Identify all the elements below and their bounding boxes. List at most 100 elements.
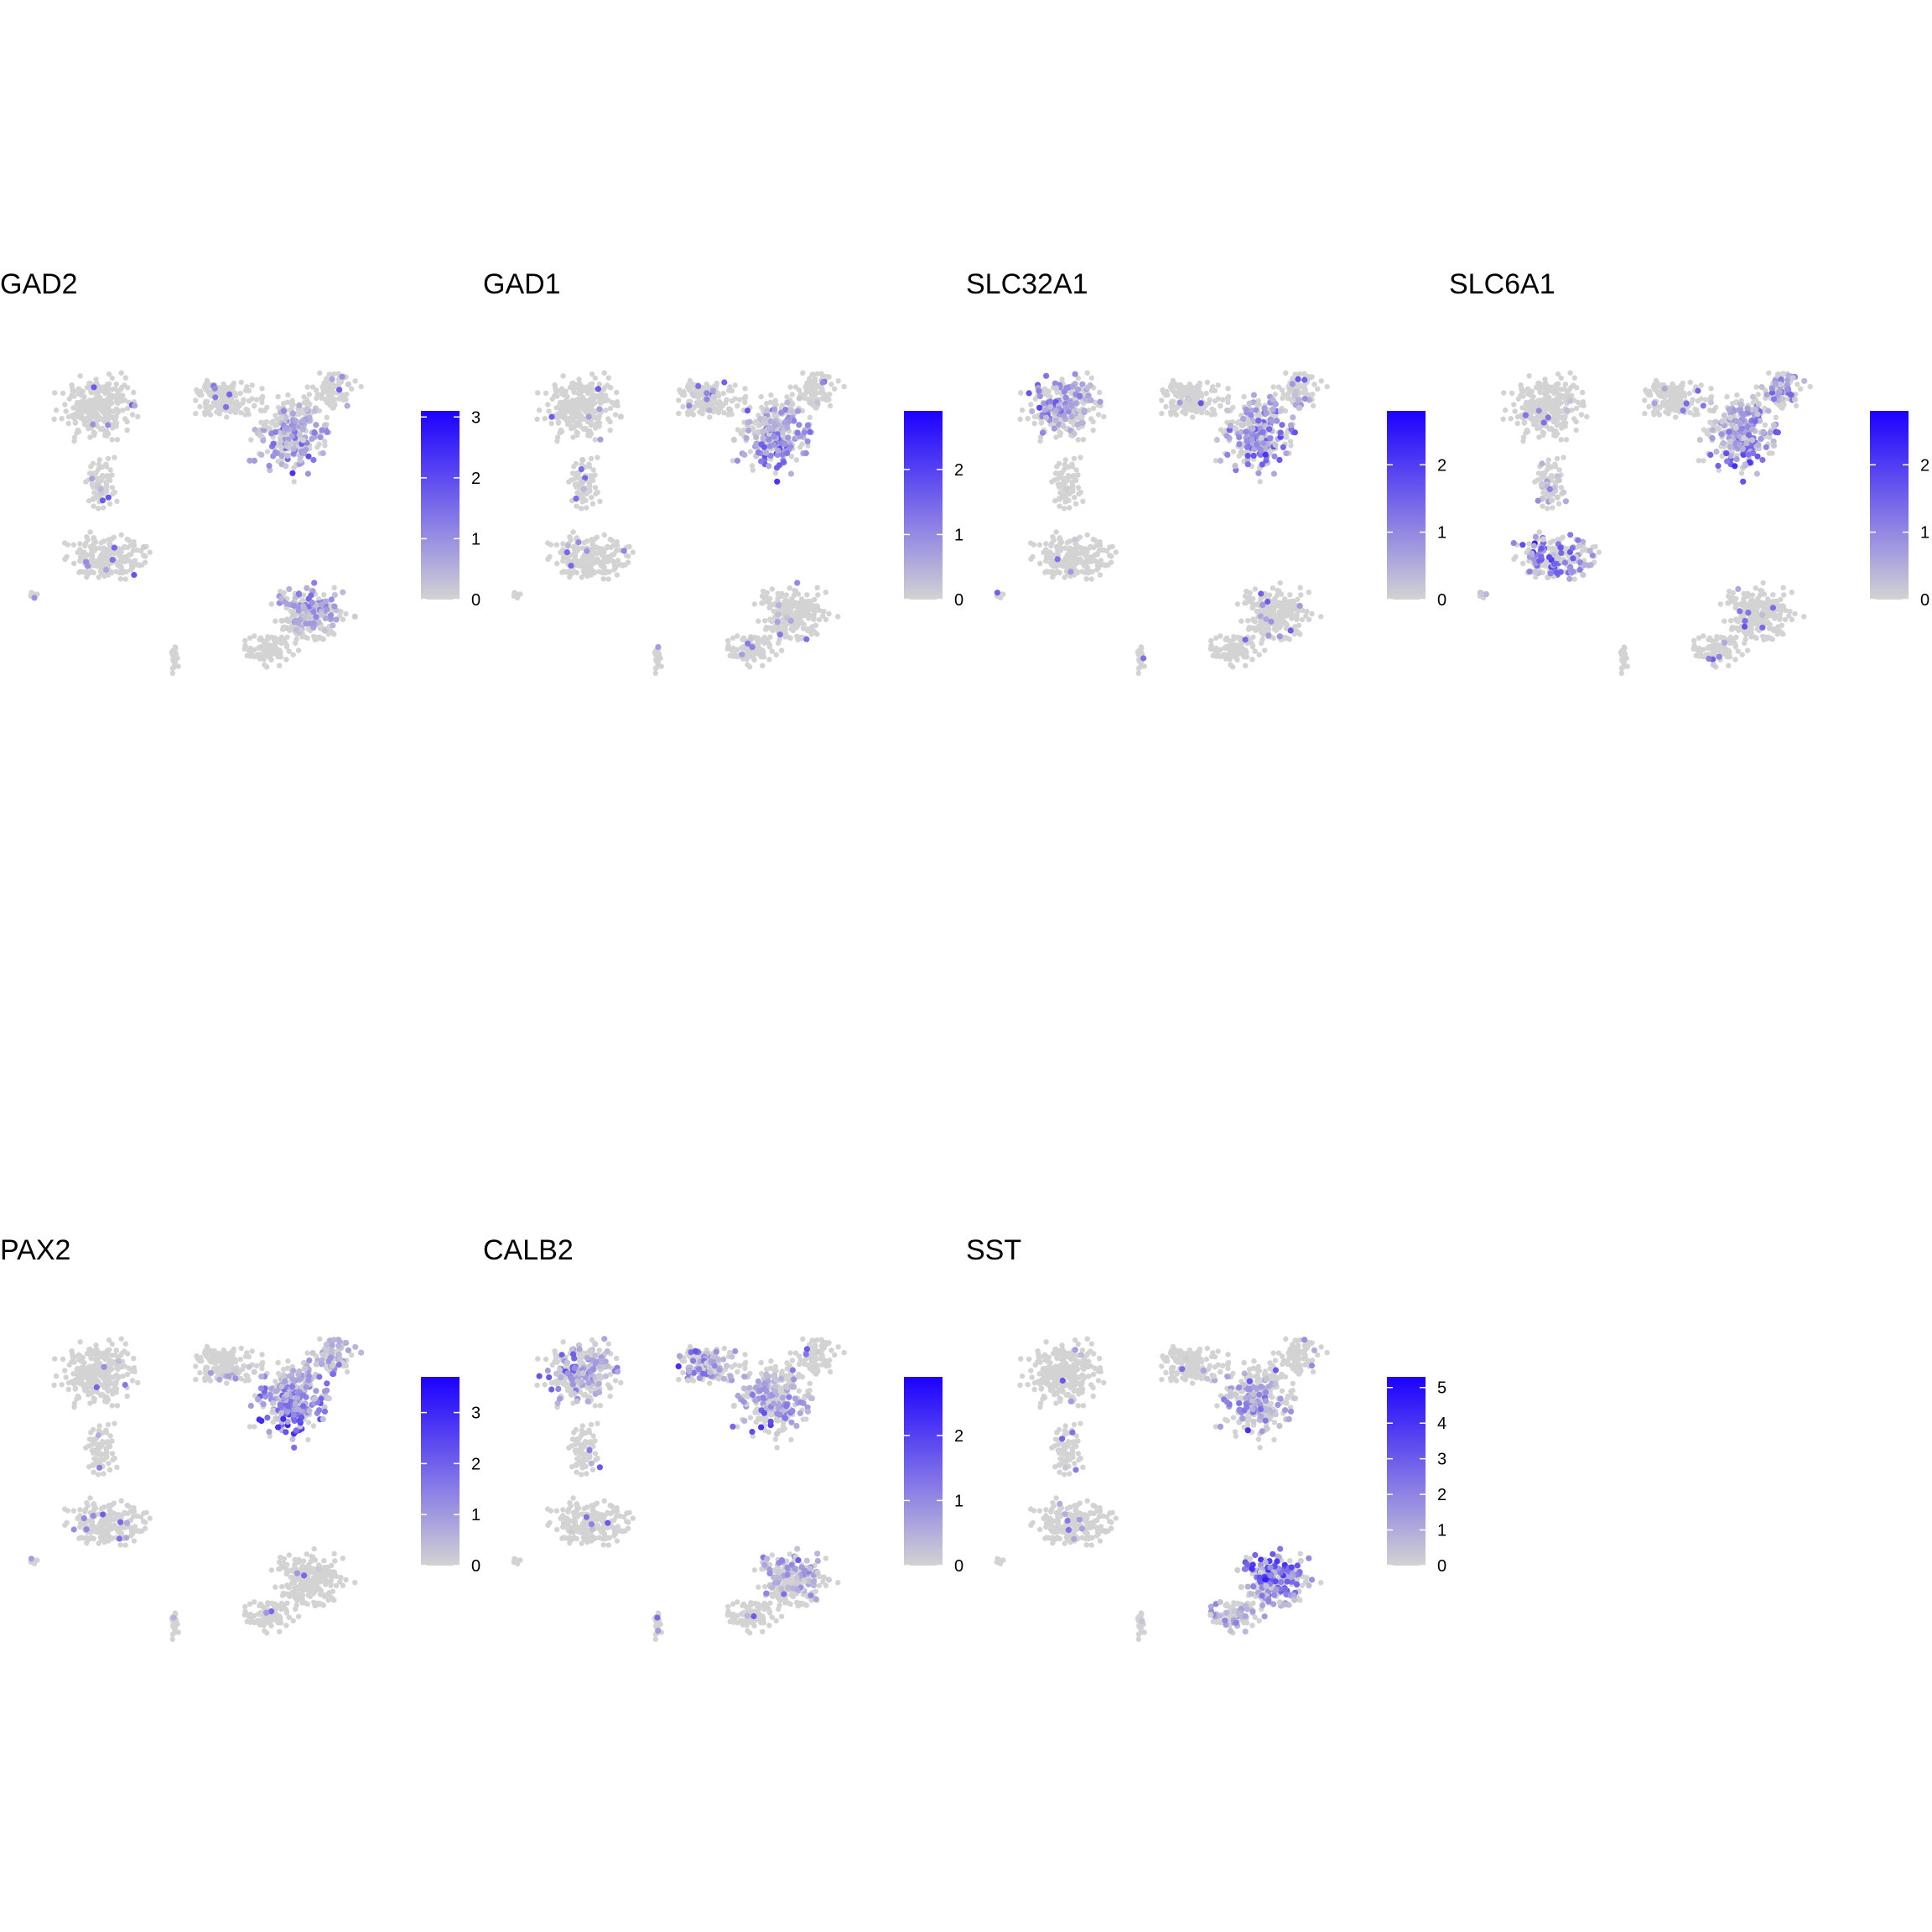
cell-point bbox=[328, 596, 335, 603]
cell-point bbox=[1079, 569, 1085, 574]
cell-point bbox=[1036, 387, 1042, 394]
cell-point bbox=[802, 449, 809, 457]
cell-point bbox=[1069, 550, 1076, 556]
cell-point bbox=[51, 416, 57, 422]
cell-point bbox=[115, 408, 122, 413]
cell-point bbox=[725, 412, 731, 418]
cell-point bbox=[122, 375, 128, 381]
cell-point bbox=[246, 387, 252, 394]
cell-point bbox=[1550, 389, 1556, 395]
cell-point bbox=[1529, 388, 1535, 394]
cell-point bbox=[1239, 618, 1244, 624]
cell-point bbox=[1057, 569, 1062, 576]
cell-point bbox=[278, 654, 284, 660]
color-bar-tick-label: 0 bbox=[471, 591, 480, 610]
cell-point bbox=[1525, 391, 1531, 397]
cell-point bbox=[1550, 505, 1555, 511]
cell-point bbox=[746, 418, 753, 425]
cell-point bbox=[1244, 419, 1251, 427]
cell-point bbox=[336, 379, 343, 386]
cell-point bbox=[785, 434, 792, 441]
cell-point bbox=[85, 537, 91, 543]
cell-point bbox=[1264, 598, 1271, 605]
cell-point bbox=[1213, 436, 1220, 444]
cell-point bbox=[344, 402, 351, 409]
cell-point bbox=[1053, 564, 1059, 569]
cell-point bbox=[324, 428, 330, 435]
cell-point bbox=[283, 424, 290, 431]
cell-point bbox=[792, 384, 799, 390]
cell-point bbox=[596, 406, 603, 413]
cell-point bbox=[96, 506, 101, 512]
cell-point bbox=[807, 414, 813, 420]
cell-point bbox=[1580, 389, 1586, 396]
cell-point bbox=[1057, 482, 1062, 488]
cell-point bbox=[715, 393, 722, 399]
cell-point bbox=[814, 371, 820, 377]
cell-point bbox=[832, 386, 838, 392]
cell-point bbox=[132, 562, 138, 568]
cell-point bbox=[656, 651, 662, 657]
cell-point bbox=[1263, 615, 1270, 622]
cell-point bbox=[1071, 455, 1078, 462]
cell-point bbox=[96, 557, 102, 563]
cell-point bbox=[1708, 386, 1714, 392]
cell-point bbox=[699, 411, 705, 417]
cell-point bbox=[796, 422, 802, 428]
cell-point bbox=[603, 392, 609, 398]
cell-point bbox=[1520, 438, 1526, 444]
cell-point bbox=[129, 412, 136, 418]
cell-point bbox=[1036, 542, 1042, 548]
cell-point bbox=[1088, 375, 1094, 381]
cell-point bbox=[109, 375, 115, 382]
color-bar bbox=[904, 411, 943, 600]
cell-point bbox=[835, 378, 841, 384]
cell-point bbox=[1552, 413, 1558, 420]
cell-point bbox=[90, 460, 96, 467]
cell-point bbox=[1284, 612, 1291, 619]
cell-point bbox=[1558, 437, 1564, 443]
cell-point bbox=[211, 385, 218, 392]
cell-point bbox=[1211, 407, 1217, 413]
cell-point bbox=[600, 576, 606, 582]
cell-point bbox=[707, 414, 713, 420]
cell-point bbox=[91, 384, 97, 391]
cell-point bbox=[1017, 416, 1023, 422]
cell-point bbox=[589, 540, 596, 547]
cell-point bbox=[804, 422, 811, 428]
panel-title: GAD1 bbox=[483, 268, 561, 300]
cell-point bbox=[1584, 413, 1590, 420]
cell-point bbox=[102, 561, 108, 567]
cell-point bbox=[1208, 412, 1214, 418]
cell-point bbox=[569, 381, 575, 387]
cell-point bbox=[324, 381, 330, 387]
cell-point bbox=[1187, 381, 1192, 387]
cell-point bbox=[691, 404, 698, 411]
cell-point bbox=[584, 505, 589, 511]
cell-point bbox=[766, 424, 773, 431]
cell-point bbox=[1547, 398, 1553, 404]
color-bar-tick-label: 0 bbox=[1437, 591, 1446, 610]
cell-point bbox=[724, 397, 730, 402]
cell-point bbox=[798, 636, 804, 641]
cell-point bbox=[1257, 451, 1264, 458]
cell-point bbox=[1295, 596, 1301, 603]
cell-point bbox=[1197, 382, 1202, 389]
cell-point bbox=[1043, 547, 1049, 553]
cell-point bbox=[1098, 562, 1104, 568]
cell-point bbox=[1233, 654, 1239, 660]
cell-point bbox=[147, 549, 153, 555]
cell-point bbox=[742, 396, 748, 402]
cell-point bbox=[583, 497, 589, 503]
cell-point bbox=[1230, 664, 1236, 670]
cell-point bbox=[1520, 393, 1526, 399]
cell-point bbox=[336, 396, 342, 402]
cell-point bbox=[750, 654, 756, 660]
cell-point bbox=[1073, 467, 1079, 473]
cell-point bbox=[1067, 569, 1074, 575]
cell-point bbox=[1246, 625, 1252, 631]
cell-point bbox=[1300, 607, 1306, 614]
cell-point bbox=[1651, 412, 1657, 418]
cell-point bbox=[1524, 428, 1531, 434]
cell-point bbox=[121, 555, 127, 562]
